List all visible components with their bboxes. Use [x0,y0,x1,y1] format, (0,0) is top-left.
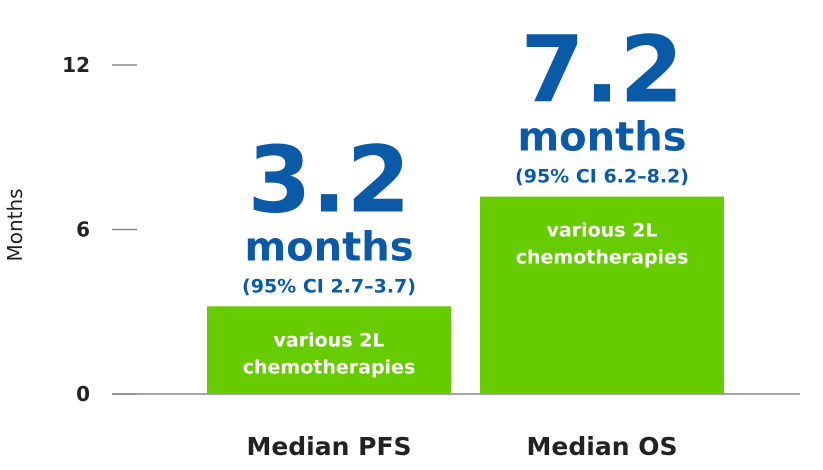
value-unit: months [244,224,413,270]
value-unit: months [517,115,686,161]
value-label: 7.2 [521,17,684,124]
y-tick-label: 12 [62,53,90,77]
y-axis-label: Months [3,188,27,261]
bar-note: chemotherapies [516,247,689,269]
bar [207,306,451,394]
bar-note: various 2L [547,220,658,242]
ci-label: (95% CI 2.7–3.7) [242,275,416,297]
ci-label: (95% CI 6.2–8.2) [515,166,689,188]
x-tick-label: Median PFS [246,432,411,461]
bar [480,196,724,394]
x-tick-label: Median OS [527,432,678,461]
bar-note: various 2L [274,329,385,351]
bar-note: chemotherapies [243,356,416,378]
y-tick-label: 6 [76,218,90,242]
value-label: 3.2 [248,126,411,233]
y-tick-label: 0 [76,382,90,406]
